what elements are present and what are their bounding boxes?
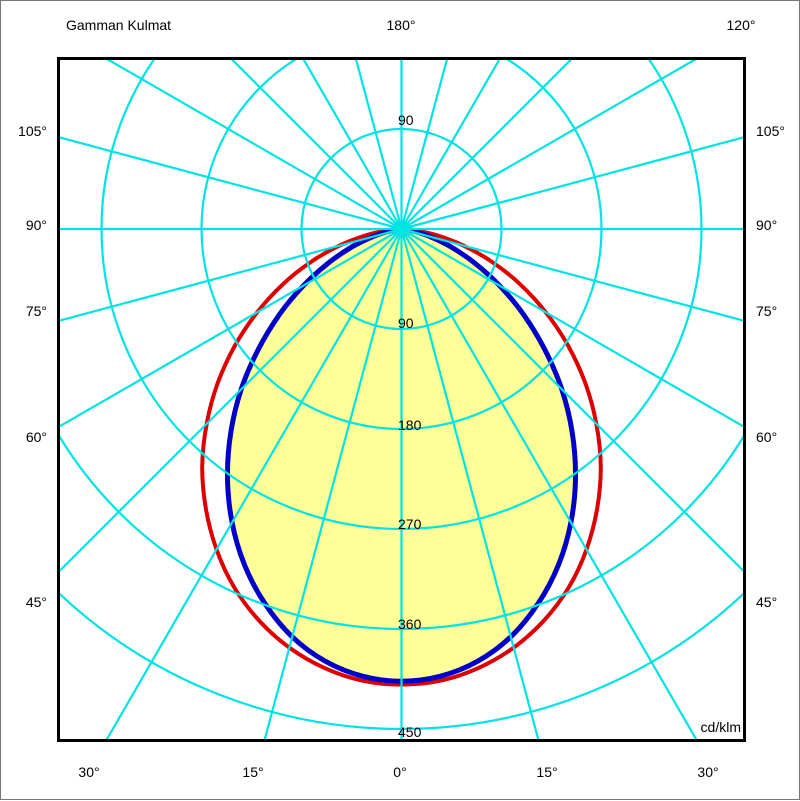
angle-label-bottom-30-left: 30° <box>61 763 117 781</box>
angle-label-left-105: 105° <box>5 122 47 140</box>
angle-label-left-75: 75° <box>5 302 47 320</box>
angle-label-right-45: 45° <box>756 593 798 611</box>
chart-title: Gamman Kulmat <box>66 16 171 34</box>
angle-label-top-120: 120° <box>711 16 771 34</box>
angle-label-top-180: 180° <box>371 16 431 34</box>
angle-label-bottom-30-right: 30° <box>680 763 736 781</box>
angle-label-right-90: 90° <box>756 216 798 234</box>
radial-tick-90-upper: 90 <box>398 111 414 129</box>
angle-label-left-90: 90° <box>5 216 47 234</box>
angle-label-right-75: 75° <box>756 302 798 320</box>
angle-label-left-60: 60° <box>5 428 47 446</box>
radial-tick-270: 270 <box>398 515 421 533</box>
radial-tick-450: 450 <box>398 723 421 741</box>
radial-tick-90: 90 <box>398 314 414 332</box>
radial-tick-360: 360 <box>398 615 421 633</box>
angle-label-right-105: 105° <box>756 122 798 140</box>
angle-label-bottom-15-left: 15° <box>225 763 281 781</box>
angle-label-left-45: 45° <box>5 593 47 611</box>
angle-label-right-60: 60° <box>756 428 798 446</box>
angle-label-bottom-0: 0° <box>372 763 428 781</box>
unit-label: cd/klm <box>641 718 741 736</box>
angle-label-bottom-15-right: 15° <box>519 763 575 781</box>
radial-tick-180: 180 <box>398 416 421 434</box>
